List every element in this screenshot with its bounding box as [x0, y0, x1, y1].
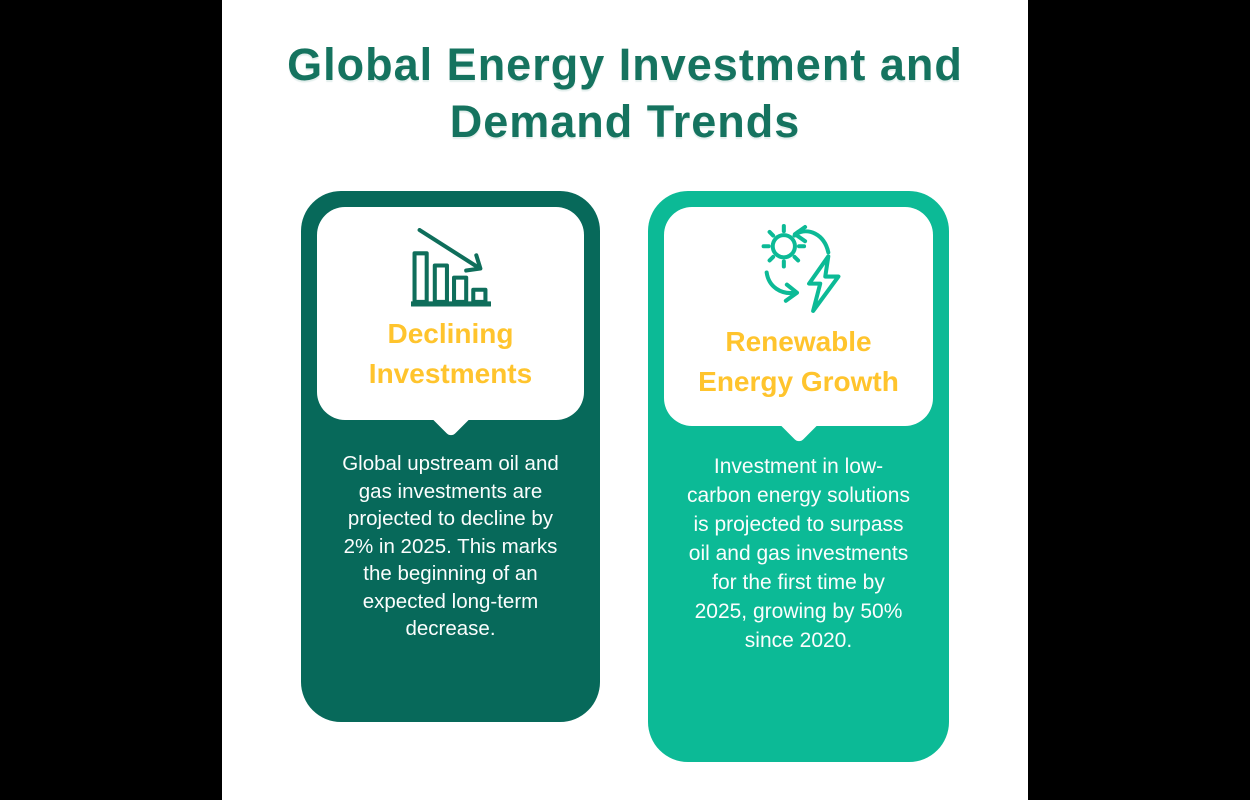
- card-declining-investments: Declining Investments Global upstream oi…: [301, 191, 600, 722]
- page-title: Global Energy Investment and Demand Tren…: [222, 36, 1028, 150]
- card-heading-line1: Renewable: [725, 326, 872, 357]
- card-body-text: Investment in low-carbon energy solution…: [687, 455, 910, 652]
- card-heading-line2: Energy Growth: [698, 366, 899, 397]
- letterbox-right: [1028, 0, 1250, 800]
- letterbox-left: [0, 0, 222, 800]
- renewable-energy-cycle-icon: [753, 224, 845, 320]
- speech-bubble: Renewable Energy Growth: [664, 207, 933, 426]
- card-heading-line2: Investments: [368, 358, 533, 389]
- card-renewable-energy-growth: Renewable Energy Growth Investment in lo…: [648, 191, 949, 762]
- card-heading: Declining Investments: [369, 314, 532, 394]
- page-title-line2: Demand Trends: [449, 96, 801, 147]
- card-heading: Renewable Energy Growth: [698, 322, 899, 402]
- card-body-text: Global upstream oil and gas investments …: [342, 452, 559, 640]
- speech-bubble: Declining Investments: [317, 207, 584, 420]
- declining-bar-chart-icon: [410, 228, 491, 308]
- content-canvas: Global Energy Investment and Demand Tren…: [222, 0, 1028, 800]
- card-heading-line1: Declining: [387, 318, 514, 349]
- page-title-line1: Global Energy Investment and: [287, 39, 963, 90]
